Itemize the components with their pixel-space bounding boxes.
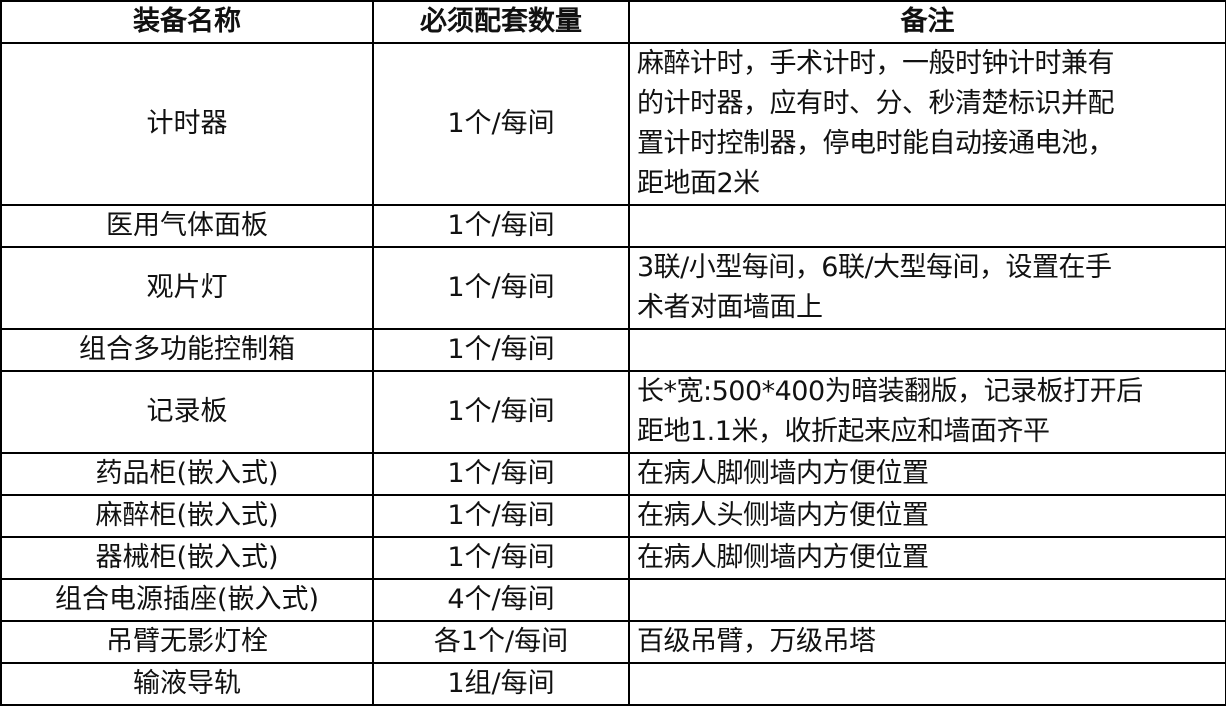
note-line: 长*宽:500*400为暗装翻版，记录板打开后 xyxy=(637,376,1143,407)
notes xyxy=(628,662,1226,706)
notes: 在病人头侧墙内方便位置 xyxy=(628,494,1226,538)
note-line: 在病人脚侧墙内方便位置 xyxy=(637,542,929,573)
note-line: 3联/小型每间，6联/大型每间，设置在手 xyxy=(637,252,1112,283)
table-row: 观片灯 1个/每间 3联/小型每间，6联/大型每间，设置在手 术者对面墙面上 xyxy=(0,246,1226,330)
note-line: 在病人脚侧墙内方便位置 xyxy=(637,458,929,489)
notes: 长*宽:500*400为暗装翻版，记录板打开后 距地1.1米，收折起来应和墙面齐平 xyxy=(628,370,1226,454)
notes xyxy=(628,578,1226,622)
table-row: 输液导轨 1组/每间 xyxy=(0,662,1226,706)
equipment-name: 吊臂无影灯栓 xyxy=(0,620,374,664)
required-quantity: 1个/每间 xyxy=(372,370,630,454)
header-name: 装备名称 xyxy=(0,0,374,44)
table-row: 器械柜(嵌入式) 1个/每间 在病人脚侧墙内方便位置 xyxy=(0,536,1226,580)
notes: 在病人脚侧墙内方便位置 xyxy=(628,452,1226,496)
required-quantity: 1个/每间 xyxy=(372,452,630,496)
equipment-name: 组合电源插座(嵌入式) xyxy=(0,578,374,622)
table-row: 麻醉柜(嵌入式) 1个/每间 在病人头侧墙内方便位置 xyxy=(0,494,1226,538)
notes xyxy=(628,328,1226,372)
header-row: 装备名称 必须配套数量 备注 xyxy=(0,0,1226,44)
equipment-name: 输液导轨 xyxy=(0,662,374,706)
required-quantity: 1个/每间 xyxy=(372,42,630,206)
table-row: 医用气体面板 1个/每间 xyxy=(0,204,1226,248)
note-line: 置计时控制器，停电时能自动接通电池， xyxy=(637,128,1115,159)
required-quantity: 各1个/每间 xyxy=(372,620,630,664)
note-line: 术者对面墙面上 xyxy=(637,292,823,323)
required-quantity: 1个/每间 xyxy=(372,246,630,330)
equipment-name: 记录板 xyxy=(0,370,374,454)
table-row: 药品柜(嵌入式) 1个/每间 在病人脚侧墙内方便位置 xyxy=(0,452,1226,496)
required-quantity: 1个/每间 xyxy=(372,328,630,372)
header-notes: 备注 xyxy=(628,0,1226,44)
notes: 百级吊臂，万级吊塔 xyxy=(628,620,1226,664)
required-quantity: 1组/每间 xyxy=(372,662,630,706)
notes: 在病人脚侧墙内方便位置 xyxy=(628,536,1226,580)
equipment-name: 计时器 xyxy=(0,42,374,206)
table-row: 组合电源插座(嵌入式) 4个/每间 xyxy=(0,578,1226,622)
required-quantity: 1个/每间 xyxy=(372,494,630,538)
equipment-name: 药品柜(嵌入式) xyxy=(0,452,374,496)
notes: 麻醉计时，手术计时，一般时钟计时兼有 的计时器，应有时、分、秒清楚标识并配 置计时控… xyxy=(628,42,1226,206)
required-quantity: 1个/每间 xyxy=(372,536,630,580)
note-line: 距地1.1米，收折起来应和墙面齐平 xyxy=(637,416,1050,447)
header-qty: 必须配套数量 xyxy=(372,0,630,44)
notes xyxy=(628,204,1226,248)
note-line: 麻醉计时，手术计时，一般时钟计时兼有 xyxy=(637,48,1115,79)
equipment-name: 医用气体面板 xyxy=(0,204,374,248)
table-row: 计时器 1个/每间 麻醉计时，手术计时，一般时钟计时兼有 的计时器，应有时、分、秒清楚… xyxy=(0,42,1226,206)
table-row: 吊臂无影灯栓 各1个/每间 百级吊臂，万级吊塔 xyxy=(0,620,1226,664)
table-row: 记录板 1个/每间 长*宽:500*400为暗装翻版，记录板打开后 距地1.1米，收折… xyxy=(0,370,1226,454)
note-line: 在病人头侧墙内方便位置 xyxy=(637,500,929,531)
required-quantity: 1个/每间 xyxy=(372,204,630,248)
table-row: 组合多功能控制箱 1个/每间 xyxy=(0,328,1226,372)
notes: 3联/小型每间，6联/大型每间，设置在手 术者对面墙面上 xyxy=(628,246,1226,330)
note-line: 距地面2米 xyxy=(637,168,760,199)
equipment-name: 组合多功能控制箱 xyxy=(0,328,374,372)
required-quantity: 4个/每间 xyxy=(372,578,630,622)
note-line: 的计时器，应有时、分、秒清楚标识并配 xyxy=(637,88,1115,119)
equipment-name: 麻醉柜(嵌入式) xyxy=(0,494,374,538)
note-line: 百级吊臂，万级吊塔 xyxy=(637,626,876,657)
equipment-name: 观片灯 xyxy=(0,246,374,330)
equipment-name: 器械柜(嵌入式) xyxy=(0,536,374,580)
